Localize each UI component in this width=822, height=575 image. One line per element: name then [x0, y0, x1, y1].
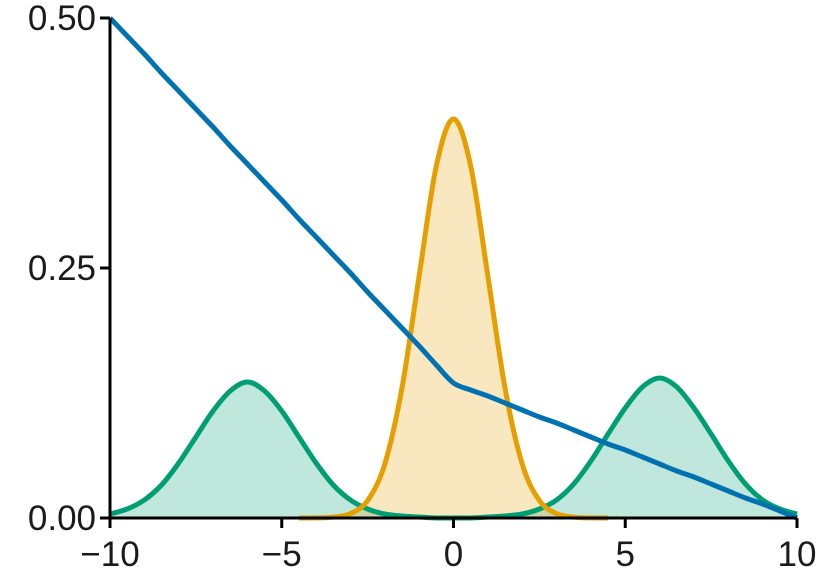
- area-fill: [298, 119, 609, 518]
- x-tick-label: −5: [262, 535, 302, 574]
- x-tick-label: 10: [778, 535, 817, 574]
- y-tick-label: 0.25: [28, 249, 96, 288]
- x-tick-label: 0: [444, 535, 463, 574]
- y-tick-label: 0.50: [28, 0, 96, 38]
- series-line: [108, 16, 798, 521]
- x-tick-label: −10: [80, 535, 139, 574]
- y-tick-label: 0.00: [28, 499, 96, 538]
- x-tick-label: 5: [616, 535, 635, 574]
- series-line: [298, 116, 609, 521]
